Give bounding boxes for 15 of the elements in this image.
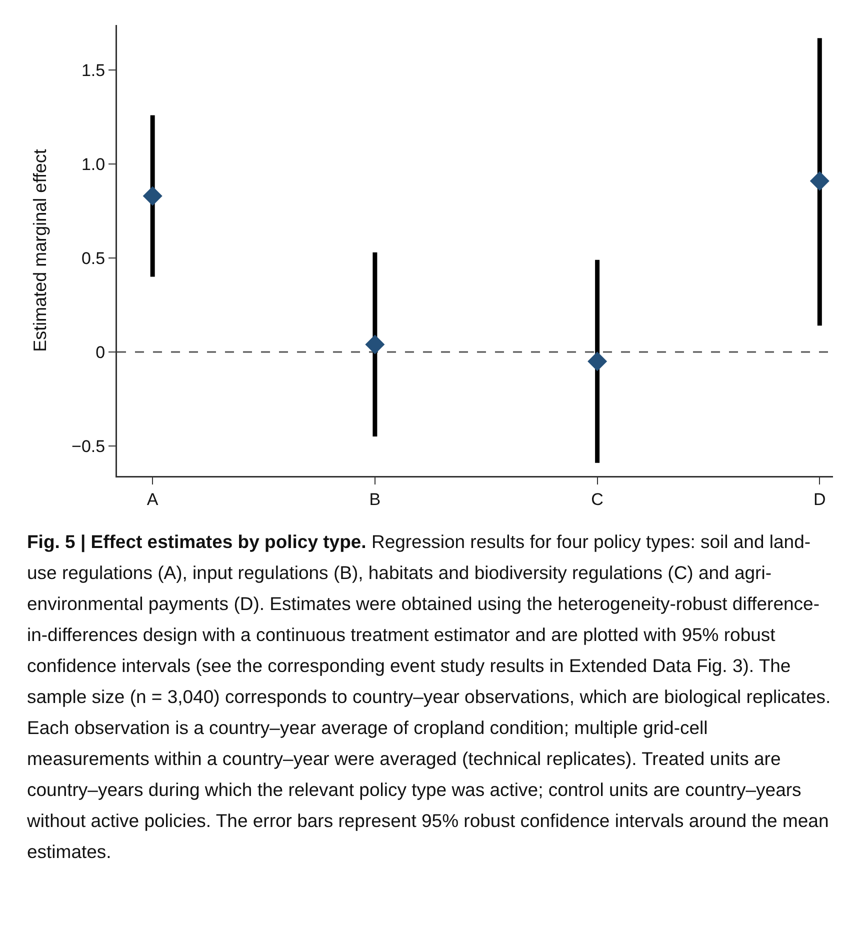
y-axis-title: Estimated marginal effect [30, 149, 50, 352]
x-tick-label: B [369, 490, 381, 509]
point [142, 186, 162, 206]
text: Fig. 5 | Effect estimates by policy type. [27, 531, 366, 552]
point [588, 352, 608, 372]
x-tick-label: A [146, 490, 159, 509]
y-tick-label: −0.5 [72, 436, 106, 456]
y-tick-label: 0 [96, 342, 106, 362]
y-tick-label: 0.5 [81, 248, 106, 268]
point [365, 334, 385, 354]
y-tick-label: 1.0 [81, 155, 106, 174]
x-tick-label: D [814, 490, 826, 509]
y-tick-label: 1.5 [81, 61, 106, 80]
point [810, 171, 830, 191]
x-tick-label: C [591, 490, 604, 509]
